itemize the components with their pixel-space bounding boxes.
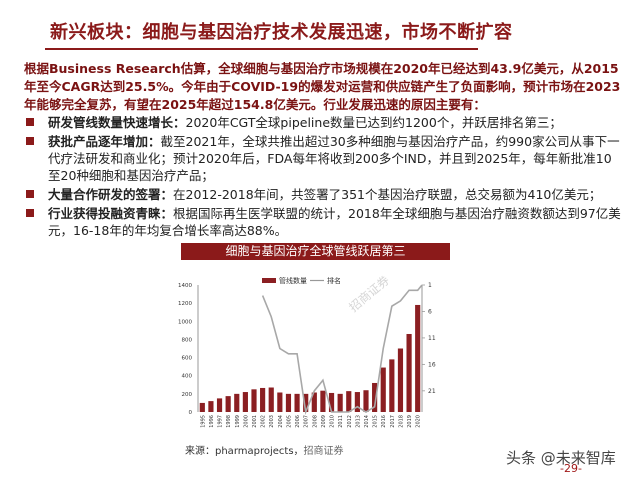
bar bbox=[285, 393, 292, 412]
bullet-text: 在2012-2018年间，共签署了351个基因治疗联盟，总交易额为410亿美元； bbox=[173, 187, 602, 202]
page-number: -29- bbox=[560, 462, 582, 475]
right-tick-label: 6 bbox=[428, 308, 432, 315]
x-tick-label: 2014 bbox=[364, 415, 370, 428]
bullet-text: 根据国际再生医学联盟的统计，2018年全球细胞与基因治疗融资数额达到97亿美元，… bbox=[48, 206, 621, 238]
source-brand: 招商证券 bbox=[303, 446, 344, 457]
bar bbox=[199, 402, 205, 412]
x-tick-label: 2004 bbox=[278, 415, 284, 428]
x-tick-label: 2013 bbox=[355, 415, 361, 428]
x-tick-label: 2011 bbox=[338, 415, 344, 428]
square-bullet-icon bbox=[26, 137, 34, 145]
bar bbox=[389, 359, 395, 412]
x-tick-label: 2018 bbox=[398, 415, 404, 428]
intro-paragraph: 根据Business Research估算，全球细胞与基因治疗市场规模在2020… bbox=[24, 61, 621, 112]
square-bullet-icon bbox=[26, 190, 34, 198]
x-tick-label: 2005 bbox=[286, 415, 292, 428]
legend-bar-label: 管线数量 bbox=[279, 276, 307, 285]
bullet-label: 获批产品逐年增加： bbox=[48, 134, 161, 149]
right-tick-label: 11 bbox=[428, 335, 436, 342]
source-text: 来源：pharmaprojects， bbox=[185, 446, 304, 457]
x-tick-label: 2017 bbox=[390, 415, 396, 428]
right-tick-label: 1 bbox=[428, 282, 432, 289]
x-tick-label: 2000 bbox=[243, 415, 249, 428]
x-tick-label: 1998 bbox=[226, 415, 232, 428]
bar bbox=[354, 392, 360, 412]
x-tick-label: 2016 bbox=[381, 415, 387, 428]
bullet-label: 研发管线数量快速增长： bbox=[48, 115, 186, 130]
square-bullet-icon bbox=[26, 209, 34, 217]
x-tick-label: 2010 bbox=[330, 415, 336, 428]
chart-title-banner: 细胞与基因治疗全球管线跃居第三 bbox=[181, 243, 450, 260]
bar bbox=[234, 393, 240, 412]
left-tick-label: 0 bbox=[189, 410, 193, 416]
bullet-list: 研发管线数量快速增长：2020年CGT全球pipeline数量已达到约1200个… bbox=[24, 114, 624, 241]
bar bbox=[397, 348, 404, 412]
right-tick-label: 21 bbox=[428, 388, 436, 395]
x-tick-label: 2020 bbox=[416, 415, 422, 428]
square-bullet-icon bbox=[26, 118, 34, 126]
x-tick-label: 2007 bbox=[304, 415, 310, 428]
left-tick-label: 200 bbox=[182, 392, 193, 398]
source-note: 来源：pharmaprojects，招商证券 bbox=[185, 442, 344, 457]
bar bbox=[225, 396, 231, 412]
x-tick-label: 2001 bbox=[252, 415, 258, 428]
rank-line bbox=[261, 284, 423, 416]
bar bbox=[380, 367, 386, 412]
bullet-item: 获批产品逐年增加：截至2021年，全球共推出超过30多种细胞与基因治疗产品，约9… bbox=[24, 133, 624, 184]
bullet-label: 大量合作研发的签署： bbox=[48, 187, 174, 202]
left-tick-label: 1000 bbox=[178, 319, 192, 325]
x-tick-label: 2009 bbox=[321, 415, 327, 428]
bar bbox=[303, 393, 309, 412]
x-tick-label: 1997 bbox=[218, 415, 224, 428]
bar bbox=[268, 387, 274, 412]
left-tick-label: 400 bbox=[182, 374, 193, 380]
bar bbox=[415, 304, 421, 412]
bar bbox=[372, 382, 378, 412]
bar bbox=[260, 387, 266, 412]
x-tick-label: 1995 bbox=[200, 415, 206, 428]
bullet-item: 研发管线数量快速增长：2020年CGT全球pipeline数量已达到约1200个… bbox=[24, 114, 624, 131]
bar bbox=[337, 393, 343, 412]
bar bbox=[277, 392, 283, 412]
bullet-label: 行业获得投融资青睐： bbox=[48, 206, 174, 221]
legend-bar-swatch bbox=[262, 278, 276, 283]
x-tick-label: 2012 bbox=[347, 415, 353, 428]
bullet-item: 大量合作研发的签署：在2012-2018年间，共签署了351个基因治疗联盟，总交… bbox=[24, 186, 624, 203]
bullet-text: 截至2021年，全球共推出超过30多种细胞与基因治疗产品，约990家公司从事下一… bbox=[48, 134, 620, 183]
bar bbox=[208, 401, 214, 412]
x-tick-label: 1999 bbox=[235, 415, 241, 428]
legend-line-label: 排名 bbox=[327, 276, 341, 285]
left-tick-label: 1400 bbox=[178, 283, 192, 289]
bar bbox=[320, 390, 326, 412]
x-tick-label: 2015 bbox=[373, 415, 379, 428]
left-tick-label: 800 bbox=[182, 337, 193, 343]
bullet-item: 行业获得投融资青睐：根据国际再生医学联盟的统计，2018年全球细胞与基因治疗融资… bbox=[24, 205, 624, 239]
right-tick-label: 16 bbox=[428, 361, 436, 368]
bar bbox=[406, 333, 412, 412]
page-title: 新兴板块：细胞与基因治疗技术发展迅速，市场不断扩容 bbox=[50, 22, 513, 43]
left-tick-label: 600 bbox=[182, 356, 193, 362]
left-tick-label: 1200 bbox=[178, 301, 192, 307]
bar bbox=[251, 389, 257, 412]
x-tick-label: 2003 bbox=[269, 415, 275, 428]
bullet-text: 2020年CGT全球pipeline数量已达到约1200个，并跃居排名第三； bbox=[185, 115, 562, 130]
bar bbox=[242, 392, 248, 412]
x-tick-label: 1996 bbox=[209, 415, 215, 428]
bar bbox=[363, 390, 369, 412]
title-divider bbox=[45, 48, 478, 50]
x-tick-label: 2019 bbox=[407, 415, 413, 428]
x-tick-label: 2002 bbox=[261, 415, 267, 428]
bar bbox=[328, 392, 335, 412]
bar bbox=[294, 393, 300, 412]
bar bbox=[216, 398, 223, 412]
x-tick-label: 2008 bbox=[312, 415, 318, 428]
footer-watermark: 头条 @未来智库 bbox=[506, 449, 616, 467]
bar bbox=[346, 391, 352, 412]
bar bbox=[311, 392, 317, 412]
x-tick-label: 2006 bbox=[295, 415, 301, 428]
